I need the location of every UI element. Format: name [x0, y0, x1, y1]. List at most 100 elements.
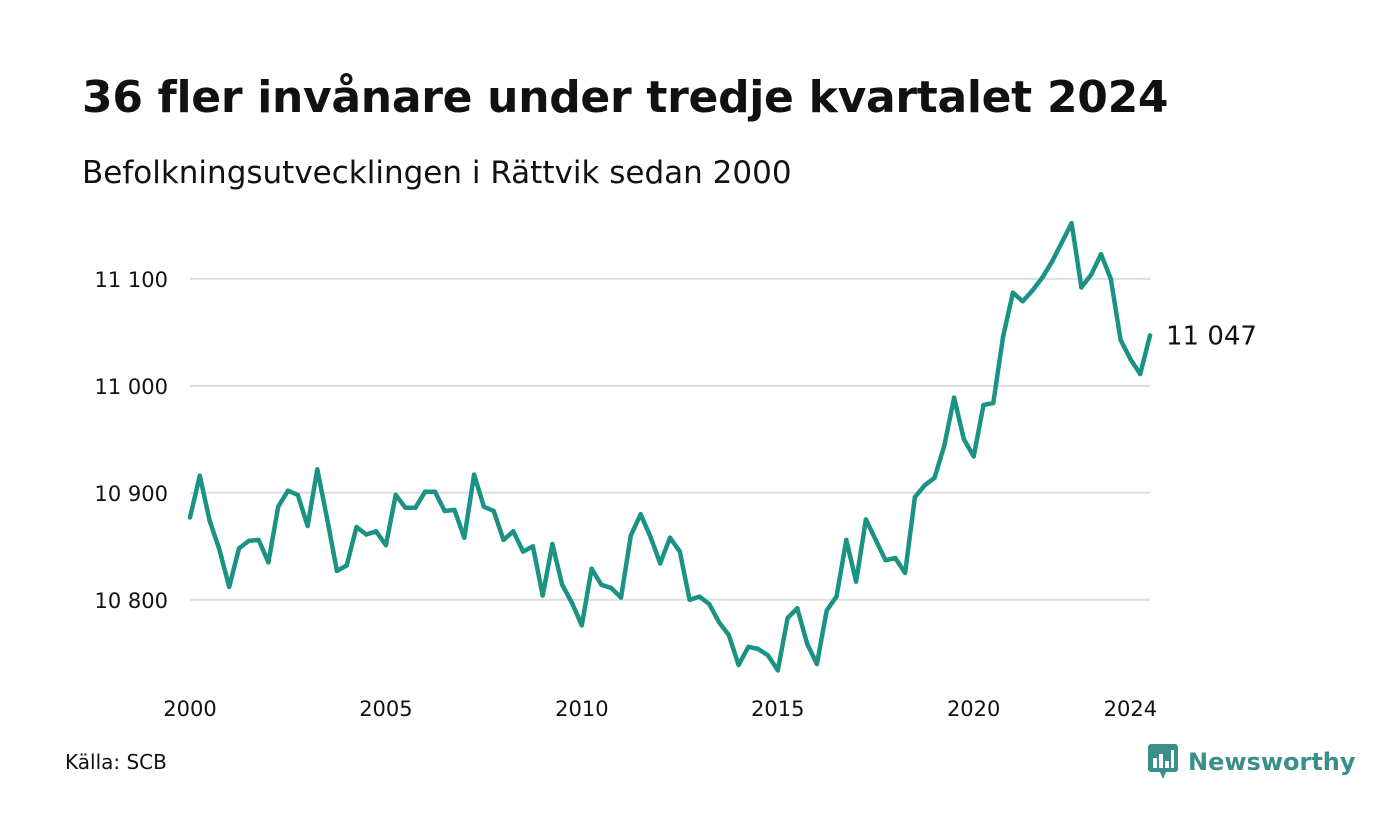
line-chart: 10 800 10 900 11 000 11 100 2000 2005 2010 201…	[95, 220, 1257, 721]
data-point	[834, 594, 839, 599]
end-value-label: 11 047	[1166, 322, 1257, 352]
data-point	[667, 535, 673, 540]
data-point	[393, 492, 398, 498]
data-point	[873, 537, 878, 543]
data-point	[344, 563, 349, 568]
data-point	[814, 661, 820, 667]
data-point	[1147, 333, 1153, 338]
brand-name: Newsworthy	[1188, 748, 1356, 776]
data-point	[912, 494, 918, 500]
data-point	[726, 632, 731, 638]
y-tick-label: 10 800	[95, 589, 168, 613]
data-point	[1069, 221, 1074, 226]
data-point	[716, 620, 722, 625]
source-note: Källa: SCB	[65, 750, 167, 774]
data-point	[883, 558, 888, 563]
data-point	[1079, 285, 1084, 290]
data-point	[618, 595, 624, 600]
data-point	[765, 653, 771, 658]
data-point	[1059, 240, 1065, 245]
data-point	[795, 606, 800, 611]
data-point	[961, 437, 967, 442]
x-tick-label: 2024	[1104, 697, 1157, 721]
data-point	[863, 517, 869, 522]
x-tick-label: 2015	[751, 697, 804, 721]
data-point	[227, 584, 232, 590]
chart-title: 36 fler invånare under tredje kvartalet …	[82, 72, 1169, 123]
data-point	[452, 507, 457, 513]
brand-logo[interactable]: Newsworthy	[1148, 744, 1356, 780]
data-point	[942, 443, 947, 448]
data-point	[902, 570, 908, 576]
data-point	[658, 561, 663, 566]
data-point	[599, 582, 604, 587]
data-point	[442, 508, 447, 514]
data-point	[971, 454, 976, 459]
data-point	[432, 489, 438, 494]
data-point	[276, 504, 281, 509]
data-point	[1010, 290, 1016, 295]
data-point	[560, 582, 565, 587]
data-point	[589, 566, 594, 571]
data-point	[520, 549, 526, 554]
x-tick-label: 2020	[947, 697, 1000, 721]
data-point	[785, 615, 790, 621]
data-point	[1108, 276, 1114, 281]
data-point	[550, 541, 555, 547]
x-tick-label: 2010	[555, 697, 608, 721]
data-point	[403, 505, 408, 510]
data-point	[305, 523, 310, 529]
data-point	[1138, 371, 1143, 377]
data-point	[677, 549, 682, 554]
grid-lines	[190, 277, 1150, 601]
data-point	[609, 585, 614, 591]
y-tick-label: 11 100	[95, 268, 168, 292]
data-point	[824, 608, 829, 613]
x-tick-label: 2005	[359, 697, 412, 721]
data-point	[638, 512, 643, 517]
data-point	[315, 467, 320, 472]
data-point	[893, 555, 898, 561]
data-point	[471, 472, 477, 477]
data-point	[922, 483, 927, 488]
data-point	[1049, 259, 1055, 264]
data-point	[373, 529, 379, 534]
chart-subtitle: Befolkningsutvecklingen i Rättvik sedan …	[82, 155, 792, 191]
data-point	[207, 518, 212, 523]
data-point	[1118, 337, 1123, 342]
data-point	[383, 543, 389, 548]
data-point	[687, 597, 692, 602]
data-point	[1040, 275, 1045, 280]
data-point	[266, 560, 271, 565]
data-point	[511, 529, 516, 534]
data-point	[628, 533, 633, 538]
data-point	[422, 489, 428, 494]
data-point	[648, 534, 653, 539]
data-point	[413, 505, 418, 510]
data-point	[804, 641, 810, 646]
data-point	[1089, 272, 1094, 277]
data-point	[324, 516, 330, 521]
data-point	[236, 546, 242, 551]
data-point	[932, 475, 937, 480]
data-point	[1128, 356, 1133, 362]
data-point	[579, 623, 584, 628]
data-point	[707, 601, 712, 607]
data-point	[354, 524, 359, 530]
data-point	[736, 662, 741, 668]
data-point	[217, 547, 222, 552]
data-point	[462, 535, 467, 540]
data-point	[285, 488, 291, 493]
y-tick-label: 10 900	[95, 482, 168, 506]
y-axis-ticks: 10 800 10 900 11 000 11 100	[95, 268, 168, 613]
data-point	[256, 537, 261, 543]
data-point	[501, 537, 506, 543]
data-point	[844, 537, 849, 543]
series-layer	[187, 220, 1153, 673]
newsworthy-logo-icon	[1148, 744, 1178, 779]
data-point	[1000, 334, 1006, 339]
data-point	[746, 644, 751, 649]
data-point	[991, 400, 996, 406]
data-point	[853, 579, 859, 584]
data-point	[951, 395, 957, 400]
